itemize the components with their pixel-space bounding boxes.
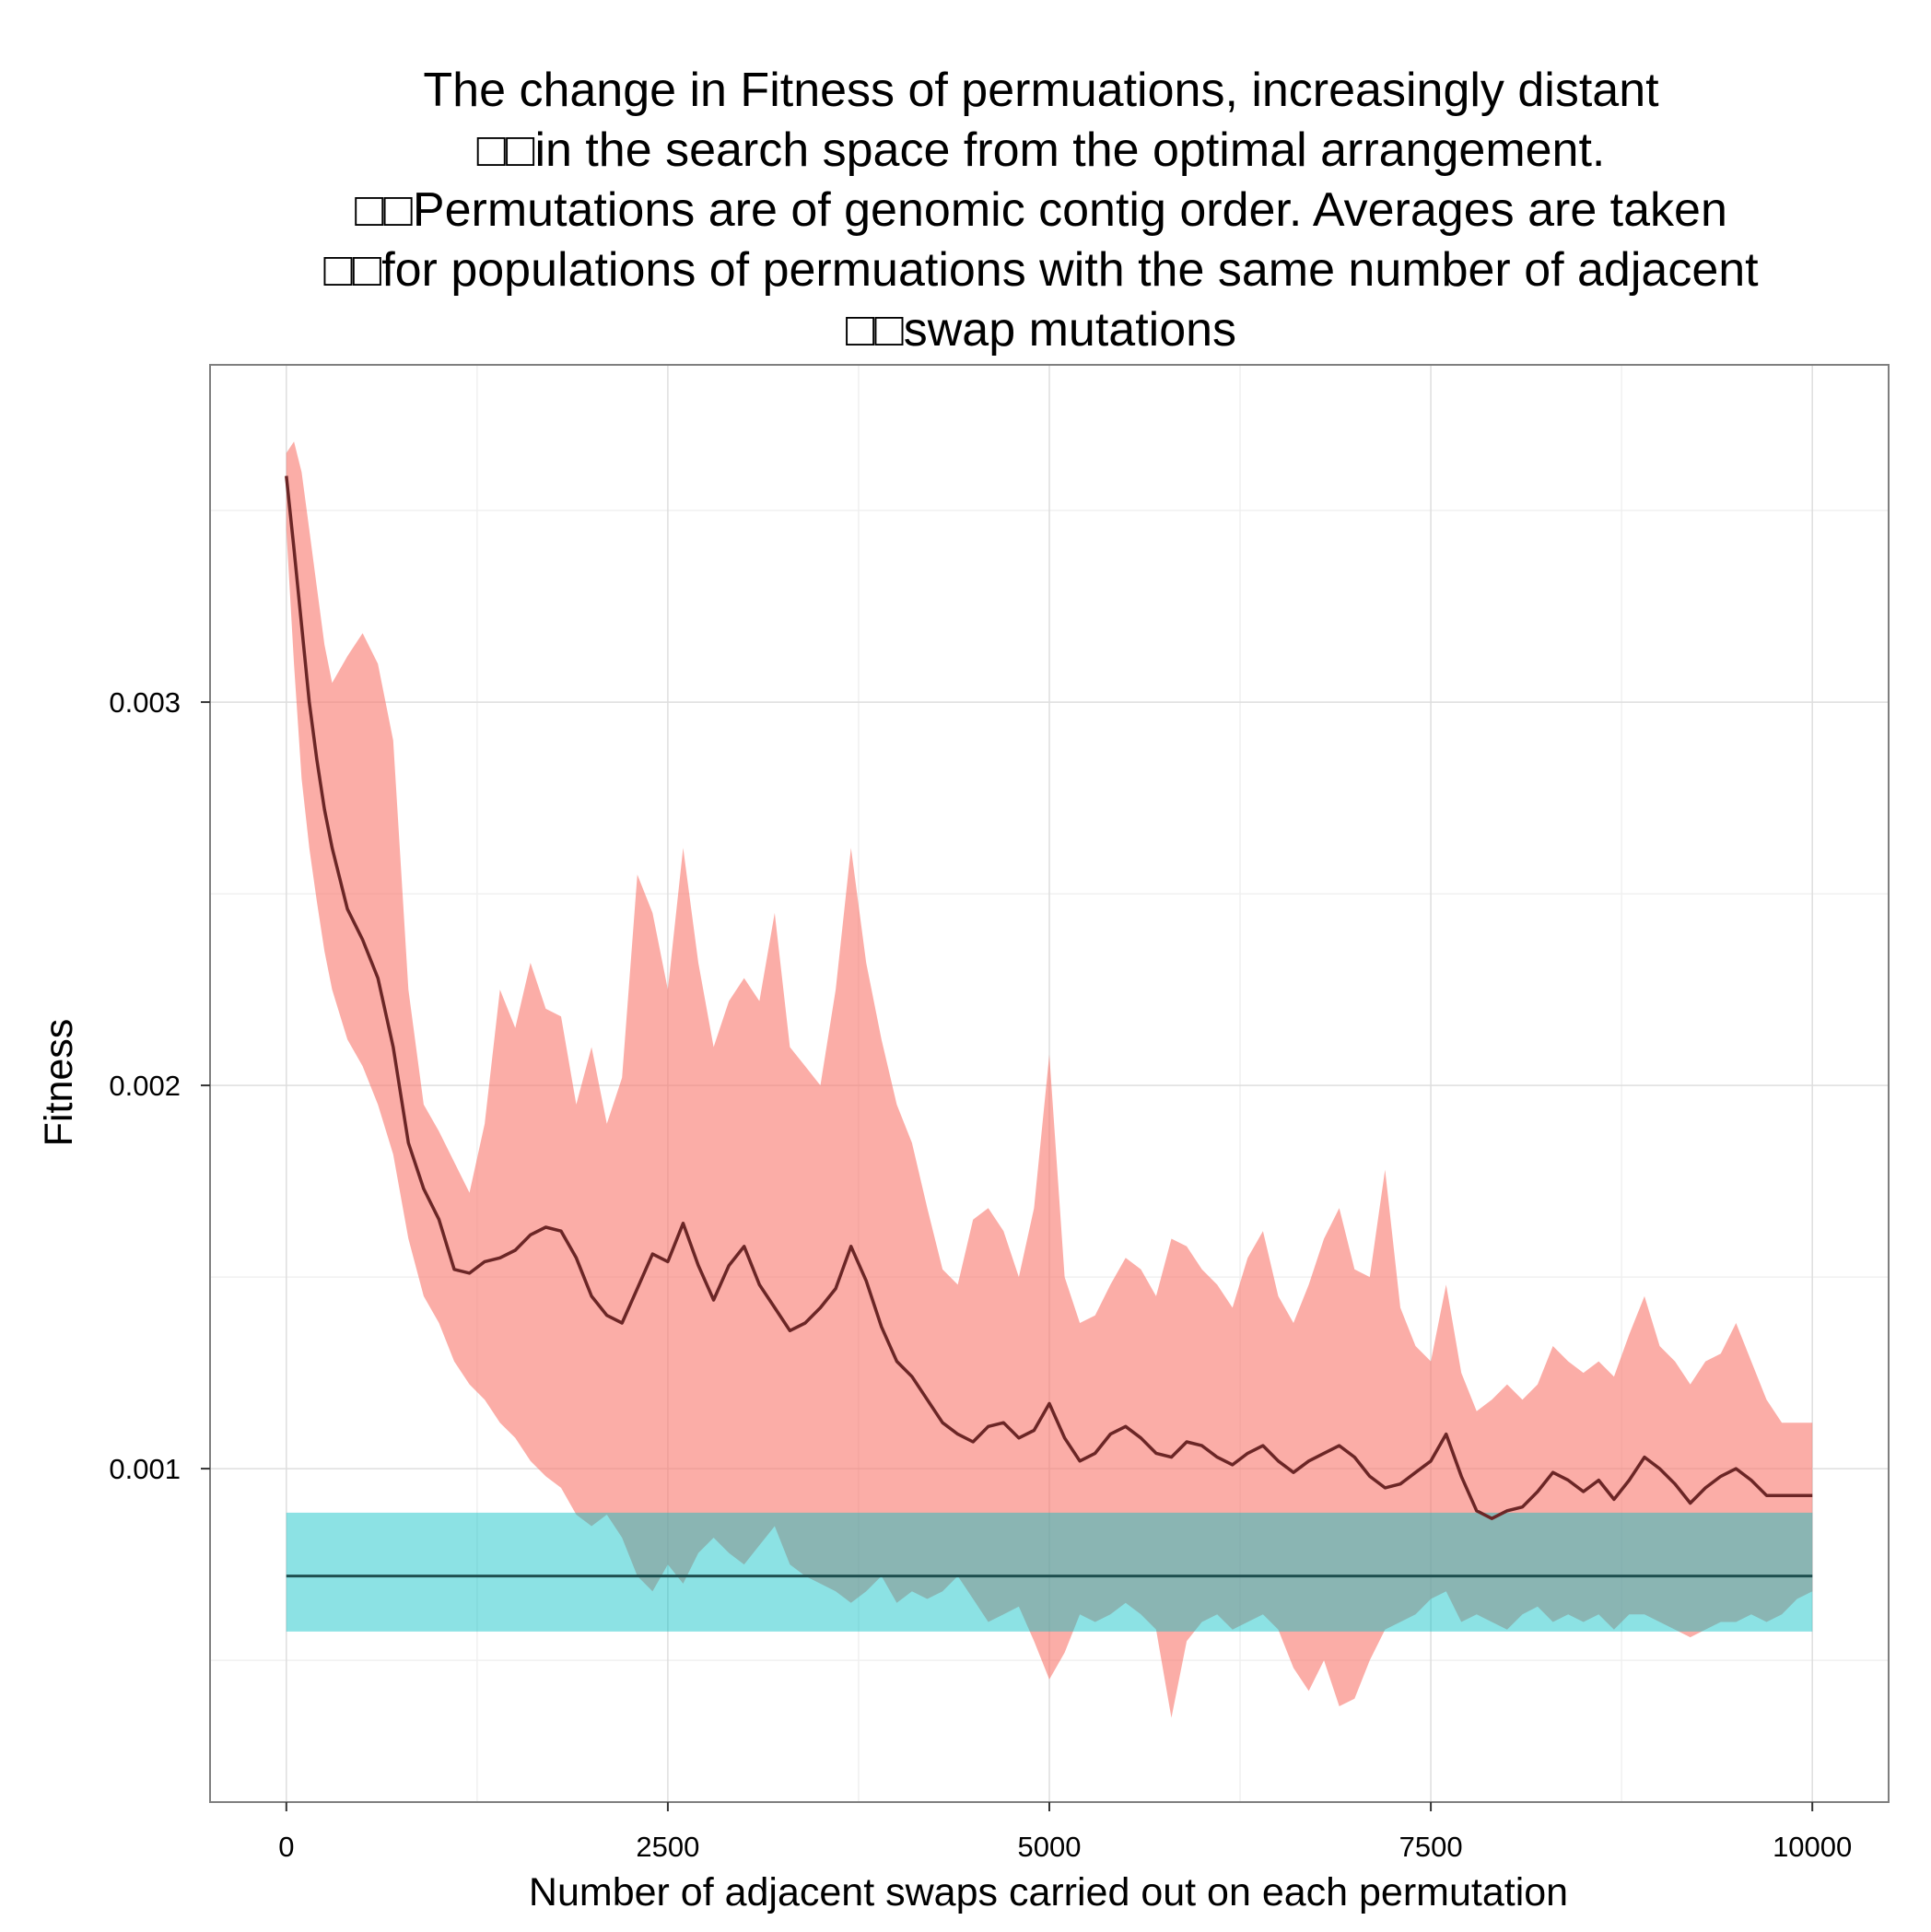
title-line-3: □□Permutations are of genomic contig ord… [355, 183, 1727, 237]
title-line-5: □□swap mutations [846, 303, 1236, 357]
y-axis: 0.001 0.002 0.003 Fitness [37, 686, 210, 1485]
title-line-1: The change in Fitness of permuations, in… [423, 64, 1659, 117]
x-axis-ticks [285, 1802, 1814, 1811]
y-tick-label-0: 0.001 [109, 1453, 181, 1485]
optimal-fitness-ribbon [286, 1512, 1813, 1632]
x-axis-title: Number of adjacent swaps carried out on … [529, 1870, 1568, 1914]
y-axis-title: Fitness [37, 1019, 81, 1147]
chart-title: The change in Fitness of permuations, in… [323, 64, 1759, 357]
x-axis: 0 2500 5000 7500 10000 Number of adjacen… [278, 1802, 1852, 1914]
y-tick-label-2: 0.003 [109, 686, 181, 719]
x-tick-label-2: 5000 [1018, 1831, 1082, 1863]
x-tick-label-3: 7500 [1399, 1831, 1463, 1863]
permuted-fitness-ribbon [286, 441, 1813, 1718]
title-line-2: □□in the search space from the optimal a… [477, 123, 1606, 177]
y-tick-label-1: 0.002 [109, 1070, 181, 1102]
x-tick-label-0: 0 [278, 1831, 294, 1863]
x-tick-label-1: 2500 [636, 1831, 699, 1863]
y-axis-ticks [201, 701, 210, 1470]
title-line-4: □□for populations of permuations with th… [323, 243, 1759, 297]
permuted-fitness-mean-line [285, 475, 1813, 1520]
x-tick-label-4: 10000 [1773, 1831, 1852, 1863]
